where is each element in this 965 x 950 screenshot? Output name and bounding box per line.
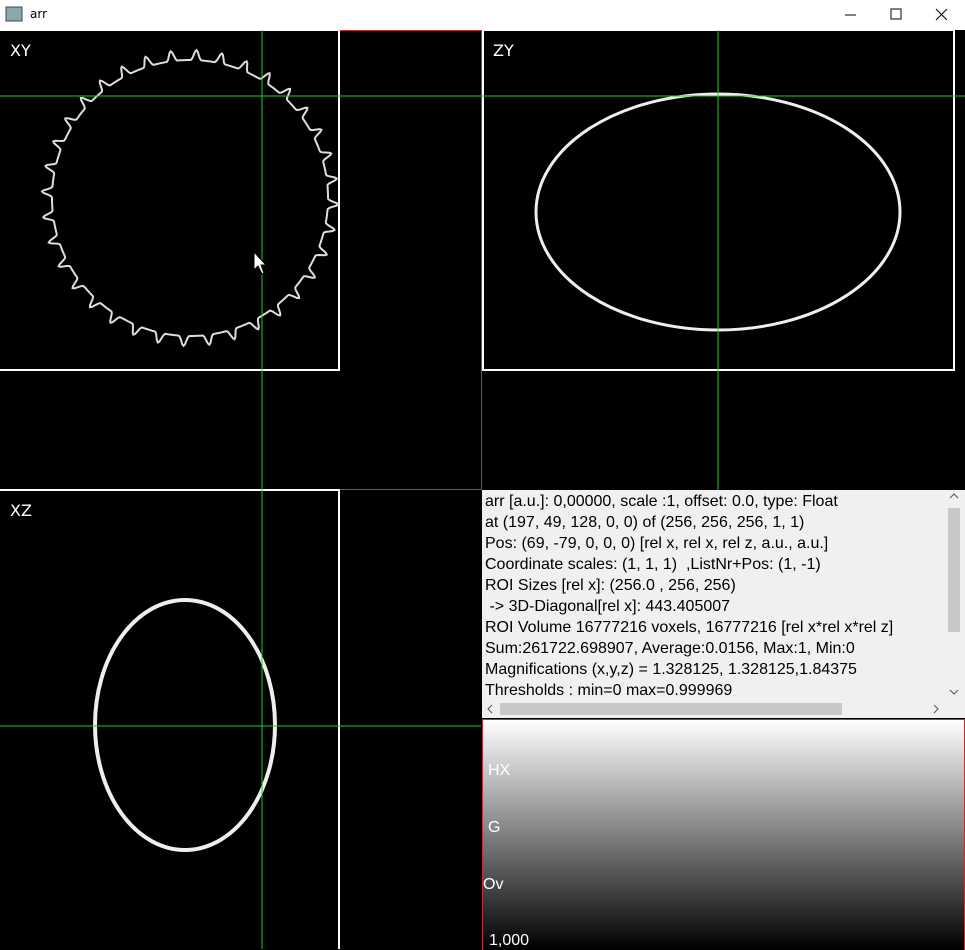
info-line: -> 3D-Diagonal[rel x]: 443.405007 (485, 598, 731, 615)
info-line: ROI Sizes [rel x]: (256.0 , 256, 256) (485, 577, 736, 594)
xy-frame (0, 30, 340, 371)
info-line: Thresholds : min=0 max=0.999969 (485, 682, 733, 699)
info-line: Coordinate scales: (1, 1, 1) ,ListNr+Pos… (485, 556, 821, 573)
xy-slice (40, 48, 340, 348)
colorbar: HX G Ov 1,000 (482, 719, 965, 950)
app-icon (5, 6, 23, 22)
info-line: at (197, 49, 128, 0, 0) of (256, 256, 25… (485, 514, 805, 531)
colorbar-label: Ov (483, 876, 504, 893)
info-line: Pos: (69, -79, 0, 0, 0) [rel x, rel x, r… (485, 535, 829, 552)
xz-label: XZ (10, 501, 32, 520)
colorbar-label: G (488, 819, 501, 836)
title-bar (0, 0, 965, 30)
info-line: Magnifications (x,y,z) = 1.328125, 1.328… (485, 661, 857, 678)
zy-label: ZY (493, 41, 514, 60)
maximize-button[interactable] (890, 8, 902, 20)
scroll-arrows[interactable] (487, 493, 959, 714)
title-icons (5, 6, 948, 22)
xz-slice (93, 598, 277, 852)
info-line: ROI Volume 16777216 voxels, 16777216 [re… (485, 619, 894, 636)
info-panel[interactable]: arr [a.u.]: 0,00000, scale :1, offset: 0… (482, 490, 965, 718)
h-scroll-thumb[interactable] (500, 703, 842, 715)
xy-label: XY (10, 41, 31, 60)
v-scroll-thumb[interactable] (948, 508, 960, 632)
close-button[interactable] (935, 8, 948, 21)
scrollbars (482, 490, 963, 718)
info-line: Sum:261722.698907, Average:0.0156, Max:1… (485, 640, 855, 657)
viewer (0, 30, 965, 949)
image-views (0, 30, 965, 949)
colorbar-label: HX (488, 762, 511, 779)
info-line: arr [a.u.]: 0,00000, scale :1, offset: 0… (485, 493, 838, 510)
mouse-cursor (253, 250, 268, 275)
window-title: arr (30, 7, 48, 21)
xz-frame (0, 489, 340, 949)
colorbar-label: 1,000 (489, 932, 530, 949)
